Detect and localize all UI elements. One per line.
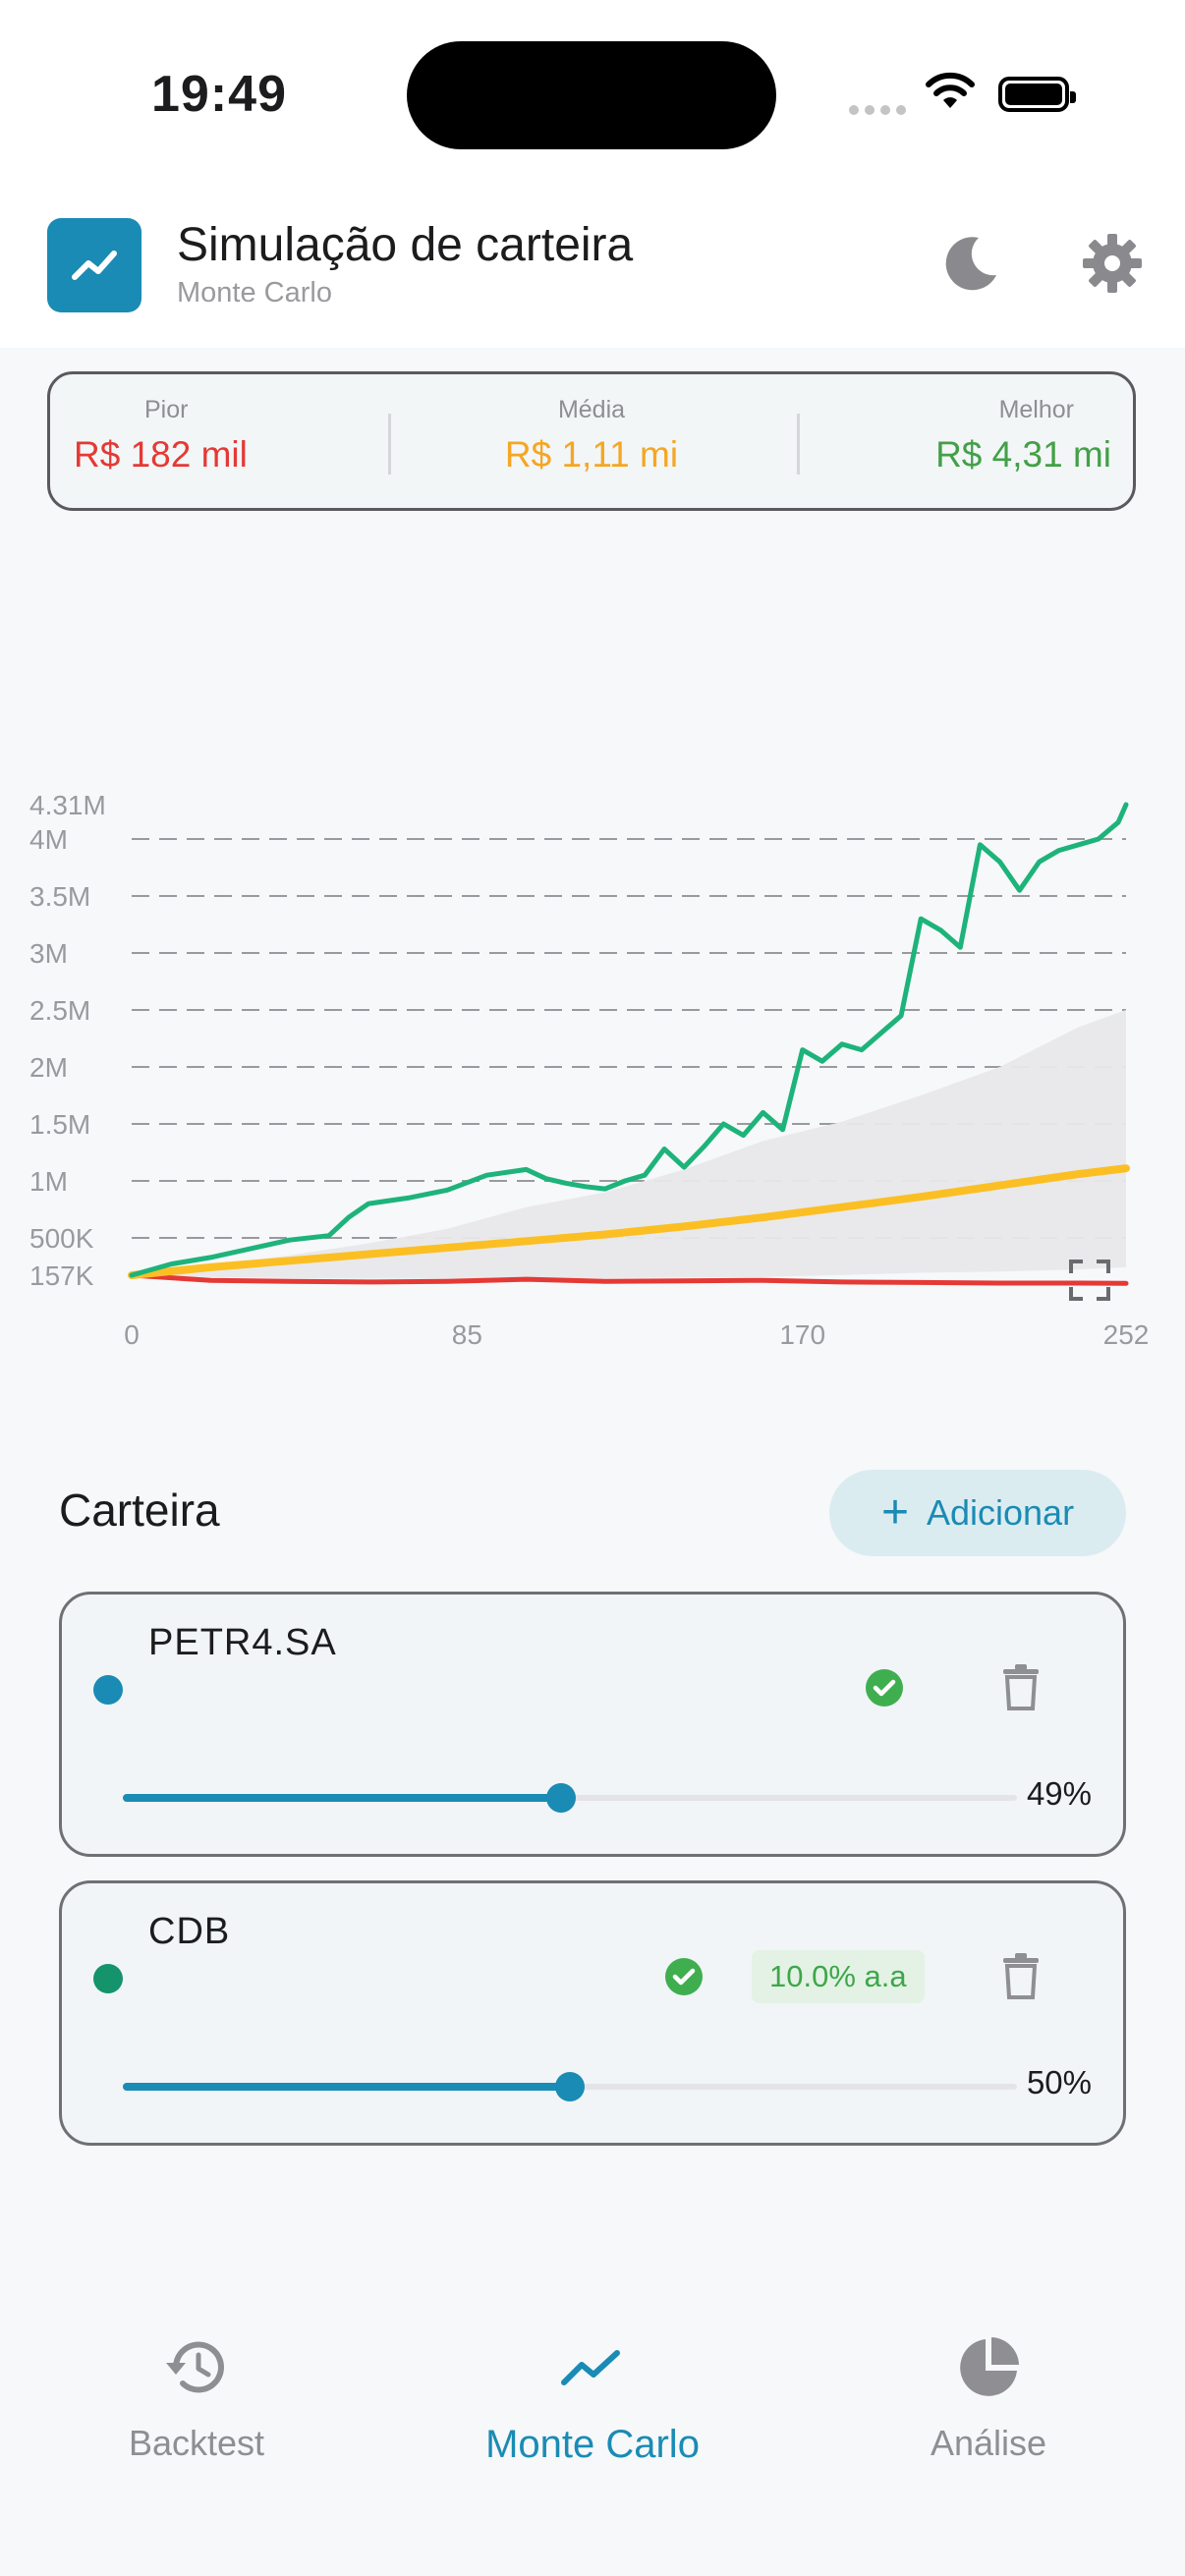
nav-label-monte-carlo: Monte Carlo — [485, 2423, 700, 2466]
trending-up-icon — [561, 2350, 620, 2385]
check-circle-icon — [665, 1958, 703, 1995]
y-tick-label: 1.5M — [29, 1109, 90, 1140]
plus-icon: + — [880, 1486, 909, 1539]
asset-name: CDB — [148, 1911, 231, 1952]
summary-divider — [388, 414, 391, 475]
signal-dots-icon — [849, 102, 912, 120]
x-tick-label: 0 — [124, 1319, 140, 1350]
y-tick-label: 500K — [29, 1223, 94, 1254]
check-circle-icon — [866, 1669, 903, 1707]
summary-best: Melhor R$ 4,31 mi — [935, 396, 1111, 476]
pie-chart-icon — [960, 2337, 1019, 2396]
asset-rate-badge: 10.0% a.a — [752, 1950, 925, 2003]
weight-slider[interactable] — [123, 1783, 1017, 1813]
y-tick-label: 2M — [29, 1052, 68, 1083]
add-asset-button[interactable]: + Adicionar — [829, 1470, 1126, 1556]
summary-best-value: R$ 4,31 mi — [935, 434, 1111, 475]
series-line-mean — [128, 1164, 1130, 1279]
add-asset-label: Adicionar — [926, 1492, 1075, 1533]
bottom-navigation: Backtest Monte Carlo Análise — [0, 2279, 1185, 2576]
x-tick-label: 85 — [452, 1319, 482, 1350]
summary-mean-value: R$ 1,11 mi — [504, 434, 679, 475]
portfolio-title: Carteira — [59, 1484, 220, 1536]
summary-card: Pior R$ 182 mil Média R$ 1,11 mi Melhor … — [47, 371, 1136, 511]
asset-weight-label: 50% — [1026, 2064, 1092, 2100]
delete-trash-icon[interactable] — [1001, 1952, 1041, 1999]
monte-carlo-chart[interactable]: 157K 500K 1M 1.5M 2M 2.5M 3M 3.5M 4M 4.31M 0 85 170 2… — [0, 511, 1185, 1375]
series-line-best — [129, 802, 1129, 1278]
confidence-band — [132, 1010, 1126, 1279]
nav-item-analise[interactable]: Análise — [841, 2328, 1136, 2464]
weight-slider-fill — [123, 2083, 570, 2091]
weight-slider-fill — [123, 1794, 561, 1802]
series-line-worst — [129, 1272, 1129, 1286]
summary-worst-value: R$ 182 mil — [74, 434, 248, 475]
weight-slider[interactable] — [123, 2072, 1017, 2101]
nav-item-backtest[interactable]: Backtest — [49, 2328, 344, 2464]
history-icon — [166, 2341, 224, 2393]
delete-trash-icon[interactable] — [1001, 1663, 1041, 1710]
x-tick-label: 252 — [1103, 1319, 1150, 1350]
nav-label-analise: Análise — [930, 2423, 1047, 2463]
asset-card-cdb[interactable]: CDB 10.0% a.a 50% — [59, 1880, 1126, 2146]
nav-item-monte-carlo[interactable]: Monte Carlo — [445, 2328, 740, 2467]
summary-mean: Média R$ 1,11 mi — [439, 396, 744, 476]
asset-color-dot — [93, 1964, 123, 1993]
y-tick-label: 1M — [29, 1166, 68, 1197]
y-tick-label: 4M — [29, 824, 68, 855]
wifi-icon — [926, 72, 975, 108]
status-bar: 19:49 — [0, 0, 1185, 196]
asset-color-dot — [93, 1675, 123, 1705]
settings-gear-icon[interactable] — [1081, 232, 1144, 295]
dark-mode-moon-icon[interactable] — [939, 232, 1002, 295]
y-tick-label: 4.31M — [29, 790, 106, 820]
page-subtitle: Monte Carlo — [177, 277, 332, 308]
y-tick-label: 3.5M — [29, 881, 90, 912]
page-title: Simulação de carteira — [177, 219, 634, 271]
asset-weight-label: 49% — [1026, 1775, 1092, 1812]
summary-best-label: Melhor — [998, 396, 1074, 423]
y-tick-label: 157K — [29, 1260, 94, 1291]
y-tick-label: 2.5M — [29, 995, 90, 1026]
status-time: 19:49 — [151, 66, 287, 123]
battery-icon — [998, 77, 1076, 112]
app-bar: Simulação de carteira Monte Carlo — [0, 196, 1185, 348]
summary-divider — [797, 414, 800, 475]
summary-worst: Pior R$ 182 mil — [74, 396, 248, 476]
summary-mean-label: Média — [557, 396, 626, 423]
weight-slider-thumb[interactable] — [555, 2072, 585, 2101]
fullscreen-icon[interactable] — [1069, 1260, 1110, 1301]
y-tick-label: 3M — [29, 938, 68, 969]
x-tick-label: 170 — [779, 1319, 825, 1350]
weight-slider-thumb[interactable] — [545, 1783, 576, 1813]
asset-card-petr4[interactable]: PETR4.SA 49% — [59, 1592, 1126, 1857]
nav-label-backtest: Backtest — [128, 2423, 265, 2463]
dynamic-island — [407, 41, 776, 149]
summary-worst-label: Pior — [144, 396, 189, 423]
asset-name: PETR4.SA — [148, 1622, 337, 1663]
app-logo-icon — [47, 218, 141, 312]
